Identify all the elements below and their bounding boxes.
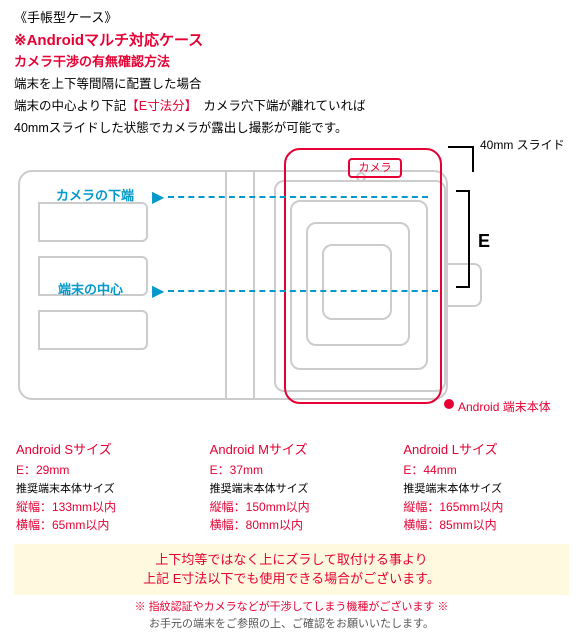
size-e: E：37mm [210, 461, 374, 479]
desc-line-2: 端末の中心より下記【E寸法分】 カメラ穴下端が離れていれば [14, 96, 569, 116]
footer: ※ 指紋認証やカメラなどが干渉してしまう機種がございます ※ お手元の端末をご参… [0, 599, 583, 634]
android-body-label: Android 端末本体 [458, 398, 551, 416]
size-title: Android Mサイズ [210, 440, 374, 460]
size-w: 横幅：80mm以内 [210, 516, 374, 534]
note-line-1: 上下均等ではなく上にズラして取付ける事より [24, 550, 559, 570]
desc-2a: 端末の中心より下記 [14, 99, 126, 113]
size-e: E：44mm [403, 461, 567, 479]
dashed-line [168, 290, 438, 292]
desc-e-dim: 【E寸法分】 [126, 99, 191, 113]
slide-bracket [448, 146, 474, 172]
case-spine [225, 172, 255, 398]
subtitle: ※Androidマルチ対応ケース [14, 30, 569, 53]
size-w: 横幅：85mm以内 [403, 516, 567, 534]
note-box: 上下均等ではなく上にズラして取付ける事より 上記 E寸法以下でも使用できる場合が… [14, 544, 569, 595]
size-col-m: Android Mサイズ E：37mm 推奨端末本体サイズ 縦幅：150mm以内… [210, 440, 374, 534]
desc-line-1: 端末を上下等間隔に配置した場合 [14, 74, 569, 94]
size-title: Android Lサイズ [403, 440, 567, 460]
note-line-2: 上記 E寸法以下でも使用できる場合がございます。 [24, 569, 559, 589]
footer-line-2: お手元の端末をご参照の上、ご確認をお願いいたします。 [0, 616, 583, 634]
size-col-s: Android Sサイズ E：29mm 推奨端末本体サイズ 縦幅：133mm以内… [16, 440, 180, 534]
arrow-icon: ▶ [152, 186, 164, 210]
footer-warning: ※ 指紋認証やカメラなどが干渉してしまう機種がございます ※ [0, 599, 583, 617]
size-e: E：29mm [16, 461, 180, 479]
size-h: 縦幅：165mm以内 [403, 498, 567, 516]
size-rec: 推奨端末本体サイズ [210, 481, 374, 498]
size-h: 縦幅：150mm以内 [210, 498, 374, 516]
android-outline [284, 148, 442, 404]
size-col-l: Android Lサイズ E：44mm 推奨端末本体サイズ 縦幅：165mm以内… [403, 440, 567, 534]
size-rec: 推奨端末本体サイズ [16, 481, 180, 498]
card-slot [38, 202, 148, 242]
desc-line-3: 40mmスライドした状態でカメラが露出し撮影が可能です。 [14, 118, 569, 138]
arrow-icon: ▶ [152, 280, 164, 304]
case-diagram: 40mm スライド カメラ カメラの下端 ▶ 端末の中心 ▶ E Android… [0, 150, 583, 430]
size-table: Android Sサイズ E：29mm 推奨端末本体サイズ 縦幅：133mm以内… [0, 430, 583, 540]
slide-label: 40mm スライド [480, 136, 565, 154]
e-dimension-label: E [478, 228, 490, 255]
dashed-line [168, 196, 428, 198]
size-rec: 推奨端末本体サイズ [403, 481, 567, 498]
desc-2c: カメラ穴下端が離れていれば [191, 99, 366, 113]
label-device-center: 端末の中心 [58, 280, 123, 300]
legend-dot-icon [444, 399, 454, 409]
card-slot [38, 310, 148, 350]
camera-callout: カメラ [348, 158, 402, 178]
label-camera-bottom: カメラの下端 [56, 186, 134, 206]
section-title: 《手帳型ケース》 [14, 8, 569, 28]
size-h: 縦幅：133mm以内 [16, 498, 180, 516]
method-heading: カメラ干渉の有無確認方法 [14, 52, 569, 72]
e-bracket [456, 190, 470, 288]
size-title: Android Sサイズ [16, 440, 180, 460]
size-w: 横幅：65mm以内 [16, 516, 180, 534]
